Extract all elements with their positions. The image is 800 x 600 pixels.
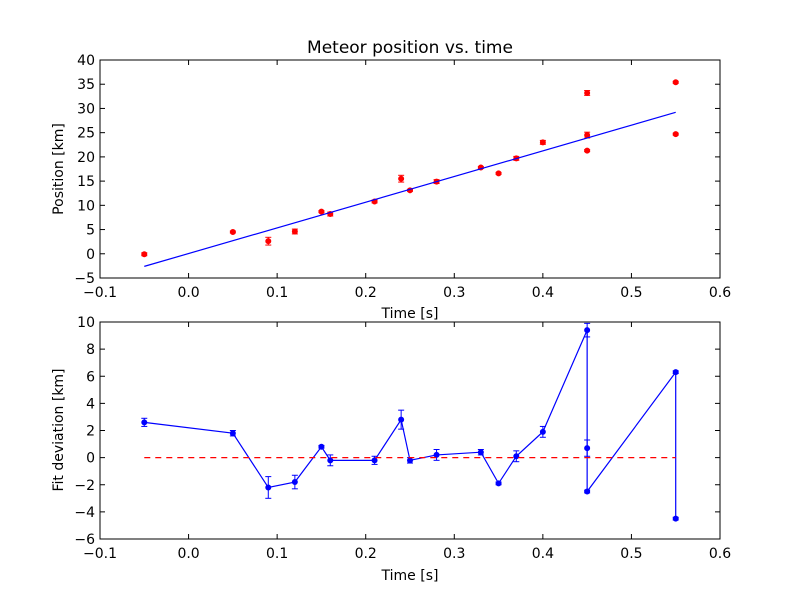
deviation-plot-data-point [584, 327, 591, 334]
deviation-plot-x-tick-label: 0.3 [443, 546, 465, 562]
position-plot-data-point [265, 238, 272, 245]
position-plot-y-tick-label: 0 [86, 247, 95, 263]
position-plot-frame [99, 59, 721, 279]
deviation-plot-y-tick-label: −6 [74, 532, 95, 548]
deviation-plot-x-tick-label: −0.1 [83, 546, 117, 562]
position-plot-xlabel: Time [s] [381, 306, 439, 322]
position-plot-marks [141, 79, 679, 267]
deviation-plot-data-point [672, 369, 679, 376]
position-plot-data-point [584, 147, 591, 154]
deviation-plot-y-tick-label: −2 [74, 478, 95, 494]
position-plot-y-tick-label: 5 [86, 223, 95, 239]
deviation-plot-x-tick-label: 0.6 [709, 546, 731, 562]
position-plot-x-tick-label: 0.3 [443, 285, 465, 301]
position-plot-data-point [318, 208, 325, 215]
position-plot-data-point [672, 79, 679, 86]
position-plot-data-point [584, 89, 591, 96]
deviation-plot-y-tick-label: 8 [86, 342, 95, 358]
deviation-plot-x-tick-label: 0.0 [177, 546, 199, 562]
deviation-plot-ylabel: Fit deviation [km] [51, 368, 67, 491]
position-plot-ylabel: Position [km] [51, 123, 67, 215]
position-plot-data-point [495, 170, 502, 177]
deviation-plot-data-point [371, 457, 378, 464]
position-plot-data-point [229, 228, 236, 235]
deviation-plot-frame [99, 321, 721, 540]
position-plot-y-tick-label: 15 [77, 174, 95, 190]
deviation-plot-data-point [672, 515, 679, 522]
deviation-plot-data-point [539, 428, 546, 435]
position-plot-y-tick-label: 20 [77, 150, 95, 166]
position-plot-ticks: −0.1 0.0 0.1 0.2 0.3 0.4 0.5 0.6 −5 0 5 10 15 20 25 30 3… [74, 53, 731, 301]
deviation-plot-data-point [141, 419, 148, 426]
position-plot-fit-line [144, 111, 676, 267]
position-plot-y-tick-label: 10 [77, 198, 95, 214]
deviation-plot-x-tick-label: 0.4 [532, 546, 554, 562]
deviation-plot-y-tick-label: 10 [77, 315, 95, 331]
position-plot-data-point [141, 251, 148, 258]
deviation-plot-data-point [407, 457, 413, 464]
position-plot-y-tick-label: 25 [77, 126, 95, 142]
deviation-plot-data-point [229, 430, 236, 437]
position-plot-data-point [398, 175, 405, 182]
deviation-plot-data-point [584, 488, 591, 495]
deviation-plot-data-point [318, 443, 325, 450]
position-plot-data-point [539, 139, 546, 146]
position-plot-x-tick-label: 0.2 [355, 285, 377, 301]
position-plot-x-tick-label: 0.4 [532, 285, 554, 301]
position-plot-x-tick-label: 0.0 [177, 285, 199, 301]
position-plot-y-tick-label: 40 [77, 53, 95, 69]
position-plot-y-tick-label: 30 [77, 101, 95, 117]
deviation-plot-data-point [495, 480, 502, 487]
deviation-plot-x-tick-label: 0.5 [620, 546, 642, 562]
deviation-plot-marks [141, 322, 679, 522]
position-plot-y-tick-label: 35 [77, 77, 95, 93]
deviation-plot-y-tick-label: 0 [86, 451, 95, 467]
deviation-plot-data-point [327, 457, 334, 464]
position-plot-title: Meteor position vs. time [307, 38, 513, 58]
deviation-plot-data-point [477, 449, 484, 456]
deviation-plot-x-tick-label: 0.1 [266, 546, 288, 562]
deviation-plot-y-tick-label: 6 [86, 369, 95, 385]
deviation-plot-data-point [433, 451, 440, 458]
position-plot: Meteor position vs. time −0.1 0.0 0.1 0.2 0.… [51, 38, 731, 322]
position-plot-x-tick-label: 0.5 [620, 285, 642, 301]
position-plot-x-tick-label: −0.1 [83, 285, 117, 301]
position-plot-data-point [584, 132, 591, 139]
deviation-plot-data-point [584, 445, 591, 452]
position-plot-y-tick-label: −5 [74, 271, 95, 287]
position-plot-x-tick-label: 0.6 [709, 285, 731, 301]
deviation-plot-data-point [265, 484, 272, 491]
position-plot-data-point [672, 131, 679, 138]
deviation-plot-xlabel: Time [s] [381, 568, 439, 584]
deviation-plot: −0.1 0.0 0.1 0.2 0.3 0.4 0.5 0.6 −6 −4 −2 0 2 4 6 8 10 T… [51, 315, 731, 584]
deviation-plot-y-tick-label: 2 [86, 424, 95, 440]
deviation-plot-data-point [291, 479, 298, 486]
deviation-plot-x-tick-label: 0.2 [355, 546, 377, 562]
deviation-plot-data-point [398, 416, 405, 423]
deviation-plot-y-tick-label: −4 [74, 505, 95, 521]
deviation-plot-y-tick-label: 4 [86, 396, 95, 412]
position-plot-data-point [291, 228, 298, 235]
deviation-plot-data-point [513, 453, 520, 460]
deviation-plot-ticks: −0.1 0.0 0.1 0.2 0.3 0.4 0.5 0.6 −6 −4 −2 0 2 4 6 8 10 [74, 315, 731, 562]
position-plot-x-tick-label: 0.1 [266, 285, 288, 301]
